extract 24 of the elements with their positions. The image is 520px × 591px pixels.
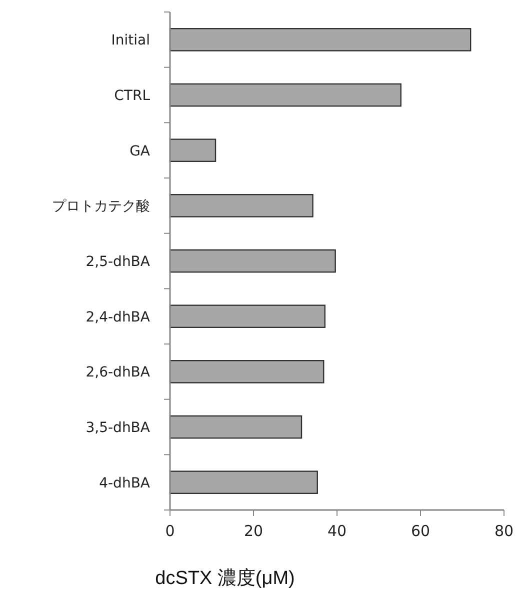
x-tick-label: 40 — [327, 522, 347, 540]
x-tick-label: 20 — [244, 522, 264, 540]
bar — [169, 415, 302, 439]
y-tick-label: 2,4-dhBA — [86, 309, 150, 326]
bar — [169, 470, 318, 494]
y-tick-label: 3,5-dhBA — [86, 420, 150, 436]
bar — [169, 28, 472, 52]
y-tick-label: 2,6-dhBA — [86, 364, 150, 381]
y-tick-label: 4-dhBA — [99, 475, 150, 492]
y-tick-label: プロトカテク酸 — [52, 198, 150, 215]
x-tick-label: 80 — [494, 522, 514, 540]
y-tick-label: 2,5-dhBA — [86, 254, 150, 270]
y-tick-label: CTRL — [114, 88, 150, 104]
bar — [169, 194, 314, 218]
bar — [169, 304, 326, 328]
x-tick-label: 60 — [410, 522, 430, 540]
bar — [169, 249, 336, 273]
y-tick-label: GA — [130, 143, 150, 160]
bar — [169, 138, 216, 162]
x-axis-title: dcSTX 濃度(μM) — [155, 567, 295, 589]
bar — [169, 360, 324, 384]
y-tick-label: Initial — [111, 32, 150, 49]
bar — [169, 83, 402, 107]
x-tick-label: 0 — [165, 522, 175, 540]
